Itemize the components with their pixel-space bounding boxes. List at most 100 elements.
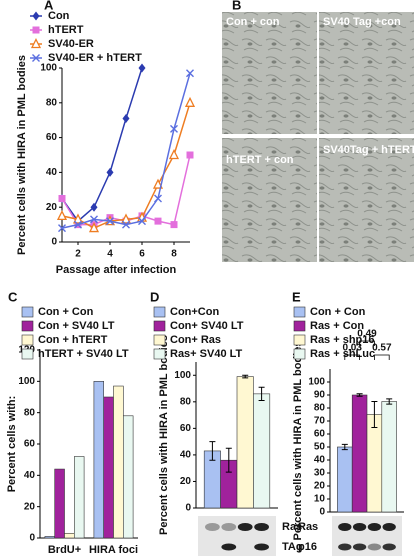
y-tick-label: 100 [40,63,57,74]
legend-label: Ras+ SV40 LT [170,348,243,360]
y-tick-label: 60 [180,423,192,434]
blot-band [382,543,396,551]
bracket [344,354,360,360]
bar [103,396,114,539]
bar [381,401,397,513]
legend-swatch [21,320,34,332]
y-tick-label: 80 [46,97,58,108]
y-axis-label: Percent cells with: [6,396,18,493]
y-tick-label: 40 [24,470,36,481]
micrographs: B Con + con SV40 Tag +con hTERT + con SV… [222,0,416,262]
legend-label: Ras + Con [310,320,364,332]
marker [90,215,98,224]
marker [168,149,180,160]
legend-swatch [293,320,306,332]
blot-band [352,523,367,531]
y-tick-label: 10 [314,494,326,505]
marker [186,151,194,159]
micrograph [319,12,414,134]
micrograph [222,12,317,134]
y-axis-label: Percent cells with HIRA in PML bodies [16,55,28,255]
series-line [61,67,143,223]
y-tick-label: 100 [308,377,325,388]
micrograph-label: SV40 Tag +con [323,16,401,28]
y-tick-label: 80 [314,403,326,414]
legend-marker [32,54,40,62]
marker [74,220,82,229]
y-tick-label: 30 [314,468,326,479]
y-tick-label: 100 [174,370,191,381]
marker [170,221,178,229]
y-axis-label: Percent cells with HIRA in PML bodies [158,335,170,535]
y-tick-label: 60 [314,429,326,440]
legend-label: Con+Con [170,306,219,318]
error-bar [242,374,249,379]
marker [122,113,130,123]
x-tick-label: HIRA foci [89,544,138,556]
y-tick-label: 40 [46,167,58,178]
bar [113,385,124,539]
marker [154,194,162,203]
marker [152,178,164,189]
bar [64,532,75,539]
y-tick-label: 0 [29,533,35,544]
legend-swatch [293,334,306,346]
legend-label: Ras + shp16 [310,334,375,346]
legend-marker [32,11,40,21]
marker [154,217,162,225]
marker [186,69,194,78]
bar [44,536,56,539]
legend-label: Con+ Ras [170,334,221,346]
marker [106,217,114,226]
x-tick-label: BrdU+ [48,544,81,556]
blot-band [338,523,352,531]
legend-swatch [153,320,166,332]
error-bar [341,443,348,451]
error-bar [386,398,393,405]
legend-label: Con + Con [38,306,94,318]
legend-label: Con [48,10,70,22]
bar [351,394,368,513]
panel-letter: A [44,0,54,12]
y-tick-label: 20 [46,202,58,213]
legend-swatch [293,348,306,360]
bar [366,414,383,513]
error-bar [258,386,265,401]
blot-label: p16 [298,541,317,553]
legend-label: Con + Con [310,306,366,318]
bracket [359,340,375,346]
y-tick-label: 40 [314,455,326,466]
blot-band [221,523,237,531]
panel-letter: E [292,289,301,304]
error-bar [356,393,363,397]
p-value: 0.57 [372,343,392,354]
y-tick-label: 0 [185,503,191,514]
bar [337,446,353,513]
error-bar [209,441,216,461]
legend-label: Ras + shLuc [310,348,375,360]
x-axis-label: Passage after infection [56,264,177,276]
x-tick-label: 2 [75,249,81,260]
y-tick-label: 0 [319,507,325,518]
bar [54,468,65,539]
marker [72,213,84,224]
marker [184,96,196,107]
legend-label: Con + SV40 LT [38,320,115,332]
panel-letter: B [232,0,241,12]
blot-band [367,523,382,531]
blot-band [352,543,367,551]
marker [106,167,114,177]
blot-band [205,523,220,531]
bracket [374,354,390,360]
legend-swatch [21,334,34,346]
micrograph [222,138,317,262]
p-value: 0.49 [357,329,377,340]
y-tick-label: 20 [24,501,36,512]
panel-letter: D [150,289,159,304]
marker [138,63,146,73]
y-tick-label: 0 [51,237,57,248]
micrograph-label: hTERT + con [226,154,294,166]
legend-swatch [293,306,306,318]
y-tick-label: 40 [180,450,192,461]
